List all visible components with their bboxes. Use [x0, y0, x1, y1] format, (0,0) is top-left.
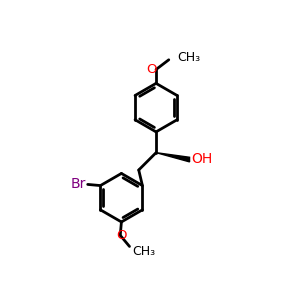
Text: CH₃: CH₃ — [132, 245, 155, 258]
Text: OH: OH — [191, 152, 213, 166]
Text: CH₃: CH₃ — [177, 51, 200, 64]
Polygon shape — [156, 153, 190, 162]
Text: Br: Br — [70, 177, 86, 191]
Text: O: O — [147, 62, 157, 76]
Text: O: O — [116, 229, 127, 242]
